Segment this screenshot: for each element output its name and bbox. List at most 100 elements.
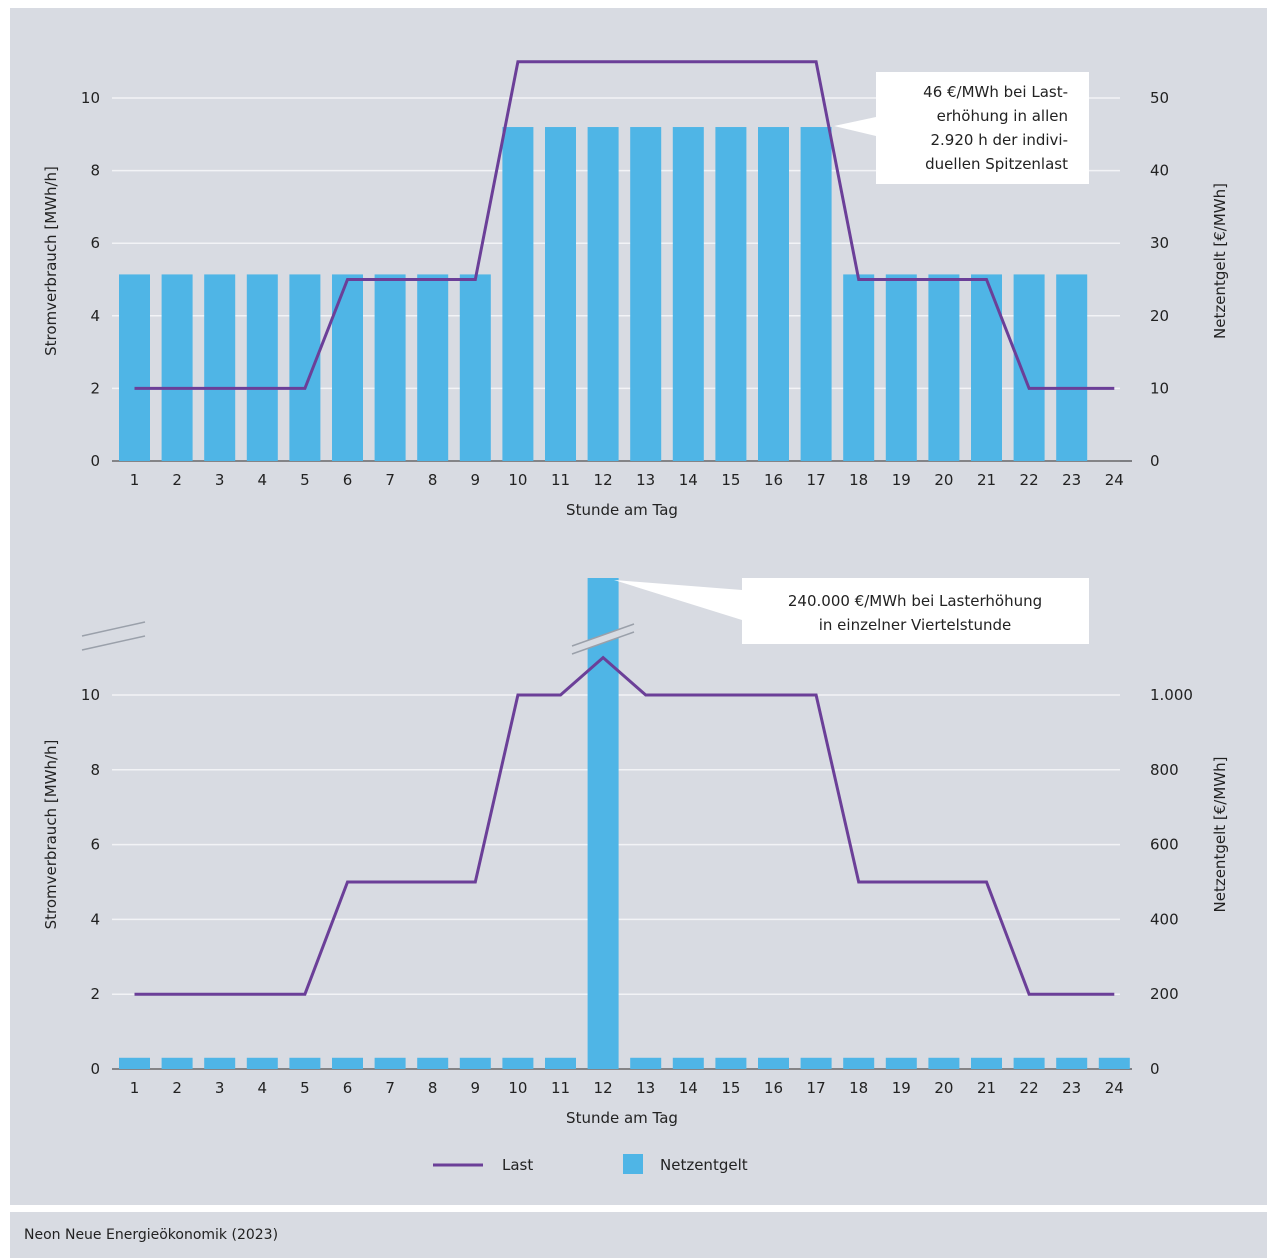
bar-netzentgelt (459, 274, 491, 461)
bar-netzentgelt (545, 1057, 576, 1069)
bar-netzentgelt (417, 274, 449, 461)
source-note: Neon Neue Energieökonomik (2023) (24, 1227, 279, 1243)
bar-netzentgelt (971, 274, 1002, 461)
bar-netzentgelt (843, 274, 875, 461)
annotation-box (742, 578, 1089, 644)
x-axis-title: Stunde am Tag (566, 1109, 678, 1127)
annotation-pointer (834, 117, 876, 136)
bar-netzentgelt (800, 1057, 832, 1069)
x-tick-label: 4 (258, 471, 268, 489)
x-tick-label: 6 (343, 1079, 353, 1097)
x-tick-label: 9 (471, 471, 481, 489)
bar-netzentgelt (1056, 274, 1088, 461)
x-tick-label: 9 (471, 1079, 481, 1097)
legend-label-netzentgelt: Netzentgelt (660, 1156, 748, 1174)
bar-netzentgelt (843, 1057, 875, 1069)
x-tick-label: 6 (343, 471, 353, 489)
y-tick-right: 40 (1150, 162, 1169, 180)
x-tick-label: 8 (428, 1079, 438, 1097)
x-tick-label: 5 (300, 1079, 310, 1097)
bar-netzentgelt (204, 274, 236, 461)
y-tick-left: 8 (90, 162, 100, 180)
y-tick-right: 0 (1150, 1060, 1160, 1078)
x-tick-label: 2 (172, 1079, 182, 1097)
x-tick-label: 3 (215, 1079, 225, 1097)
bar-netzentgelt (715, 1057, 747, 1069)
x-tick-label: 12 (594, 471, 613, 489)
x-tick-label: 1 (130, 471, 140, 489)
x-tick-label: 5 (300, 471, 310, 489)
bar-netzentgelt (885, 274, 917, 461)
x-tick-label: 21 (977, 471, 996, 489)
bar-netzentgelt (502, 127, 534, 461)
x-tick-label: 4 (258, 1079, 268, 1097)
annotation-pointer (614, 580, 742, 620)
annotation-text: in einzelner Viertelstunde (819, 616, 1012, 634)
y-tick-right: 50 (1150, 89, 1169, 107)
annotation-text: 240.000 €/MWh bei Lasterhöhung (788, 592, 1042, 610)
bar-netzentgelt (928, 1057, 960, 1069)
bar-netzentgelt (630, 127, 662, 461)
x-tick-label: 10 (508, 471, 527, 489)
annotation-box (876, 72, 1089, 184)
y-tick-left: 2 (90, 379, 100, 397)
x-tick-label: 7 (385, 1079, 395, 1097)
bar-netzentgelt (119, 274, 150, 461)
x-tick-label: 19 (892, 471, 911, 489)
bar-netzentgelt (715, 127, 747, 461)
x-tick-label: 20 (934, 471, 953, 489)
bar-netzentgelt (332, 274, 363, 461)
bar-break-mark (571, 631, 635, 655)
x-tick-label: 24 (1105, 471, 1124, 489)
axis-break-mark (81, 621, 146, 637)
y-tick-right: 1.000 (1150, 686, 1193, 704)
bar-netzentgelt (971, 1057, 1002, 1069)
x-tick-label: 15 (721, 1079, 740, 1097)
line-last (134, 60, 1115, 390)
y-tick-left: 0 (90, 452, 100, 470)
bar-netzentgelt (332, 1057, 363, 1069)
y-tick-right: 10 (1150, 379, 1169, 397)
bar-netzentgelt (459, 1057, 491, 1069)
bar-netzentgelt (119, 1057, 150, 1069)
x-tick-label: 14 (679, 1079, 698, 1097)
bar-break-gap (572, 624, 634, 654)
y-tick-left: 6 (90, 234, 100, 252)
line-last (134, 655, 1115, 996)
x-tick-label: 11 (551, 1079, 570, 1097)
x-tick-label: 18 (849, 471, 868, 489)
x-tick-label: 1 (130, 1079, 140, 1097)
y-tick-right: 20 (1150, 307, 1169, 325)
legend-label-last: Last (502, 1156, 533, 1174)
bar-netzentgelt (800, 127, 832, 461)
x-tick-label: 12 (594, 1079, 613, 1097)
bar-netzentgelt (672, 127, 704, 461)
y-tick-right: 400 (1150, 910, 1179, 928)
y-tick-left: 0 (90, 1060, 100, 1078)
y-axis-title-left: Stromverbrauch [MWh/h] (42, 740, 60, 930)
x-tick-label: 13 (636, 1079, 655, 1097)
x-tick-label: 8 (428, 471, 438, 489)
bar-netzentgelt (289, 1057, 321, 1069)
bar-netzentgelt (374, 1057, 406, 1069)
x-tick-label: 13 (636, 471, 655, 489)
bar-netzentgelt (289, 274, 321, 461)
footer-bar (10, 1212, 1267, 1258)
x-tick-label: 16 (764, 1079, 783, 1097)
bar-netzentgelt (1098, 1057, 1130, 1069)
bar-netzentgelt (758, 127, 789, 461)
bar-netzentgelt (246, 274, 278, 461)
y-tick-left: 4 (90, 910, 100, 928)
x-tick-label: 7 (385, 471, 395, 489)
bar-netzentgelt (246, 1057, 278, 1069)
y-tick-left: 10 (81, 89, 100, 107)
bar-netzentgelt (1013, 274, 1045, 461)
annotation-text: erhöhung in allen (937, 107, 1068, 125)
bar-netzentgelt (672, 1057, 704, 1069)
y-axis-title-right: Netzentgelt [€/MWh] (1211, 757, 1229, 913)
bar-netzentgelt (502, 1057, 534, 1069)
bar-netzentgelt (587, 127, 619, 461)
bar-netzentgelt (417, 1057, 449, 1069)
x-tick-label: 2 (172, 471, 182, 489)
x-tick-label: 22 (1020, 471, 1039, 489)
